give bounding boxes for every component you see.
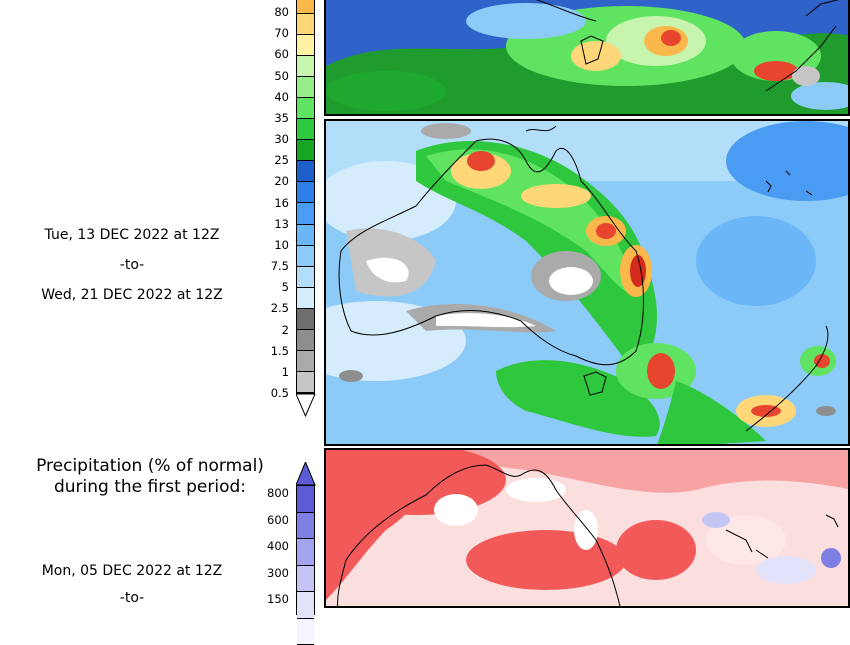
precip-colorbar-tick-label: 50 [249, 69, 289, 83]
precip-colorbar-tick-label: 2.5 [249, 301, 289, 315]
precip-colorbar-tick-label: 10 [249, 238, 289, 252]
pct-colorbar-segment [297, 539, 314, 566]
precip-colorbar-segment [297, 246, 314, 267]
precip-colorbar-arrow [296, 394, 316, 418]
pct-map-period1 [324, 448, 850, 608]
precip-colorbar-tick-label: 40 [249, 90, 289, 104]
precip-colorbar-tick-label: 13 [249, 217, 289, 231]
pct-colorbar-tick-label: 800 [249, 486, 289, 500]
precip-colorbar-tick-label: 16 [249, 196, 289, 210]
precip-colorbar-tick-label: 7.5 [249, 259, 289, 273]
precip-colorbar-segment [297, 35, 314, 56]
precip-colorbar-segment [297, 225, 314, 246]
precip-map-period2 [324, 119, 850, 446]
precip-colorbar-segment [297, 372, 314, 393]
period2-start: Tue, 13 DEC 2022 at 12Z [2, 227, 262, 243]
precip-colorbar-segment [297, 140, 314, 161]
precip-colorbar-segment [297, 309, 314, 330]
precip-colorbar-tick-label: 70 [249, 26, 289, 40]
period1-start: Mon, 05 DEC 2022 at 12Z [2, 563, 262, 579]
precip-colorbar-tick-label: 1 [249, 365, 289, 379]
pct-map-period1-field [326, 450, 850, 608]
precip-map-period1 [324, 0, 850, 116]
pct-colorbar-segment [297, 566, 314, 593]
pct-title-line1: Precipitation (% of normal) [0, 456, 300, 477]
precip-colorbar-tick-label: 20 [249, 174, 289, 188]
precip-colorbar-tick-label: 5 [249, 280, 289, 294]
precip-map-period2-field [326, 121, 850, 446]
pct-colorbar [296, 485, 315, 615]
precip-colorbar-segment [297, 0, 314, 14]
precip-colorbar-tick-label: 0.5 [249, 386, 289, 400]
period2-end: Wed, 21 DEC 2022 at 12Z [2, 287, 262, 303]
precip-colorbar-tick-label: 60 [249, 47, 289, 61]
pct-colorbar-segment [297, 592, 314, 619]
pct-colorbar-tick-label: 600 [249, 513, 289, 527]
pct-colorbar-arrow [296, 462, 316, 486]
pct-colorbar-segment [297, 486, 314, 513]
period1-to: -to- [2, 590, 262, 606]
precip-colorbar-segment [297, 161, 314, 182]
period2-to: -to- [2, 257, 262, 273]
precip-colorbar-segment [297, 203, 314, 224]
precip-colorbar-segment [297, 288, 314, 309]
precip-colorbar-segment [297, 119, 314, 140]
precip-colorbar-tick-label: 2 [249, 323, 289, 337]
precip-colorbar-segment [297, 56, 314, 77]
precip-colorbar-segment [297, 98, 314, 119]
precip-colorbar-segment [297, 77, 314, 98]
precip-colorbar-segment [297, 182, 314, 203]
precip-colorbar-tick-label: 25 [249, 153, 289, 167]
precip-colorbar-tick-label: 30 [249, 132, 289, 146]
pct-colorbar-segment [297, 619, 314, 645]
precip-colorbar-segment [297, 14, 314, 35]
precip-colorbar [296, 0, 315, 394]
pct-colorbar-tick-label: 400 [249, 539, 289, 553]
precip-colorbar-segment [297, 351, 314, 372]
precip-colorbar-tick-label: 80 [249, 5, 289, 19]
precip-colorbar-segment [297, 330, 314, 351]
precip-colorbar-segment [297, 267, 314, 288]
precip-map-period1-field [326, 0, 850, 116]
precip-colorbar-tick-label: 1.5 [249, 344, 289, 358]
precip-colorbar-tick-label: 35 [249, 111, 289, 125]
pct-colorbar-segment [297, 513, 314, 540]
